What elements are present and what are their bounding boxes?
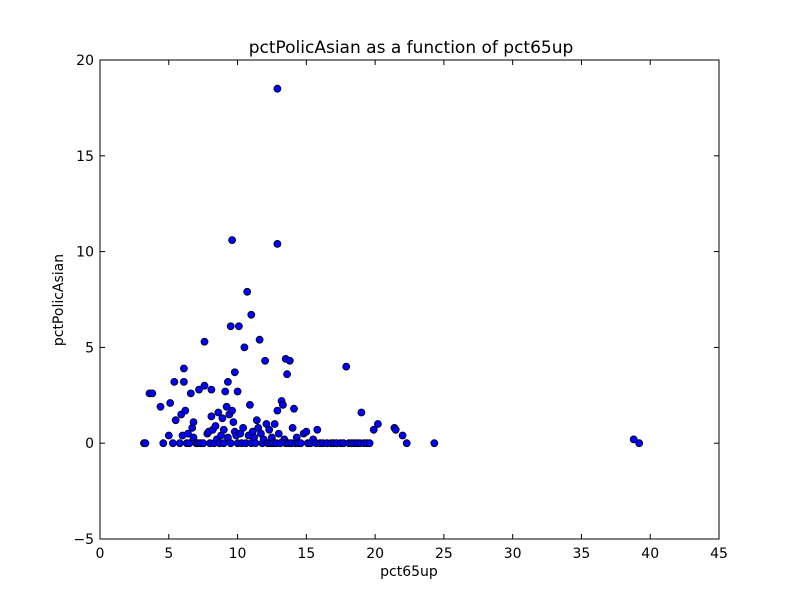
scatter-point [373,420,382,428]
scatter-point [230,368,239,377]
y-tick-label: 5 [85,340,94,356]
scatter-point [342,362,351,371]
scatter-point [166,399,175,407]
scatter-point [148,389,157,398]
scatter-point [240,343,249,352]
scatter-point [233,387,242,396]
x-tick-label: 25 [435,546,453,562]
scatter-point [170,377,179,386]
x-tick-label: 40 [641,546,659,562]
scatter-point [226,439,235,448]
x-tick-label: 35 [573,546,591,562]
scatter-point [629,435,638,444]
scatter-point [195,385,203,394]
scatter-point [181,406,190,415]
scatter-point [243,287,252,296]
scatter-point [391,425,400,434]
x-tick-label: 30 [504,546,522,562]
scatter-point [430,439,439,448]
scatter-point [398,431,407,440]
scatter-point [283,370,292,379]
scatter-point [302,427,311,436]
scatter-point [141,439,150,448]
plot-frame [99,59,720,540]
scatter-point [369,425,378,434]
y-tick-label: 20 [76,53,94,69]
scatter-point [234,322,243,331]
scatter-point [175,439,184,448]
scatter-point [273,239,282,248]
scatter-point [265,425,274,434]
scatter-point [171,416,180,425]
scatter-point [200,337,209,346]
scatter-point [290,404,298,413]
scatter-point [252,416,261,425]
scatter-point [288,423,297,432]
scatter-point [278,400,287,409]
scatter-point [357,408,366,417]
x-tick-label: 20 [366,546,384,562]
scatter-point [247,310,256,319]
scatter-point [179,377,188,386]
scatter-point [218,414,227,423]
scatter-point [219,425,228,434]
y-axis-label: pctPolicAsian [51,254,67,346]
scatter-point [184,429,192,438]
chart-title: pctPolicAsian as a function of pct65up [249,38,574,58]
scatter-point [207,385,216,394]
scatter-point [222,402,231,411]
scatter-point [211,422,220,430]
scatter-point [179,364,188,373]
scatter-point [164,431,173,440]
scatter-point [273,84,282,93]
data-points [140,84,644,448]
scatter-point [226,322,235,331]
scatter-point [296,439,305,448]
scatter-point [261,356,270,365]
scatter-point [635,439,644,448]
scatter-point [168,439,177,448]
scatter-point [156,402,165,411]
y-tick-label: −5 [73,532,94,548]
scatter-point [365,439,374,448]
scatter-point [255,335,264,344]
y-tick-label: 0 [85,436,94,452]
y-tick-label: 10 [76,245,94,261]
x-tick-label: 5 [164,546,173,562]
scatter-point [214,408,223,417]
scatter-point [228,236,237,245]
x-tick-label: 0 [96,546,105,562]
scatter-point [189,418,198,427]
scatter-point [221,387,230,396]
scatter-point [245,400,254,409]
x-axis-label: pct65up [380,564,438,580]
y-tick-label: 15 [76,149,94,165]
scatter-point [159,439,168,448]
scatter-point [186,389,195,398]
x-tick-label: 45 [710,546,728,562]
scatter-point [200,381,209,390]
scatter-point [228,406,237,415]
scatter-point [402,439,411,448]
x-tick-label: 10 [229,546,247,562]
scatter-point [251,439,260,448]
scatter-point [313,425,322,434]
scatter-point [223,377,232,386]
scatter-point [273,406,282,415]
scatter-point [270,420,279,428]
scatter-point [207,412,216,421]
scatter-point [285,356,294,365]
scatter-point [229,418,238,427]
plot-area [100,60,719,539]
scatter-point [274,429,283,438]
scatter-point [199,439,208,448]
x-tick-label: 15 [297,546,315,562]
scatter-point [239,423,248,432]
